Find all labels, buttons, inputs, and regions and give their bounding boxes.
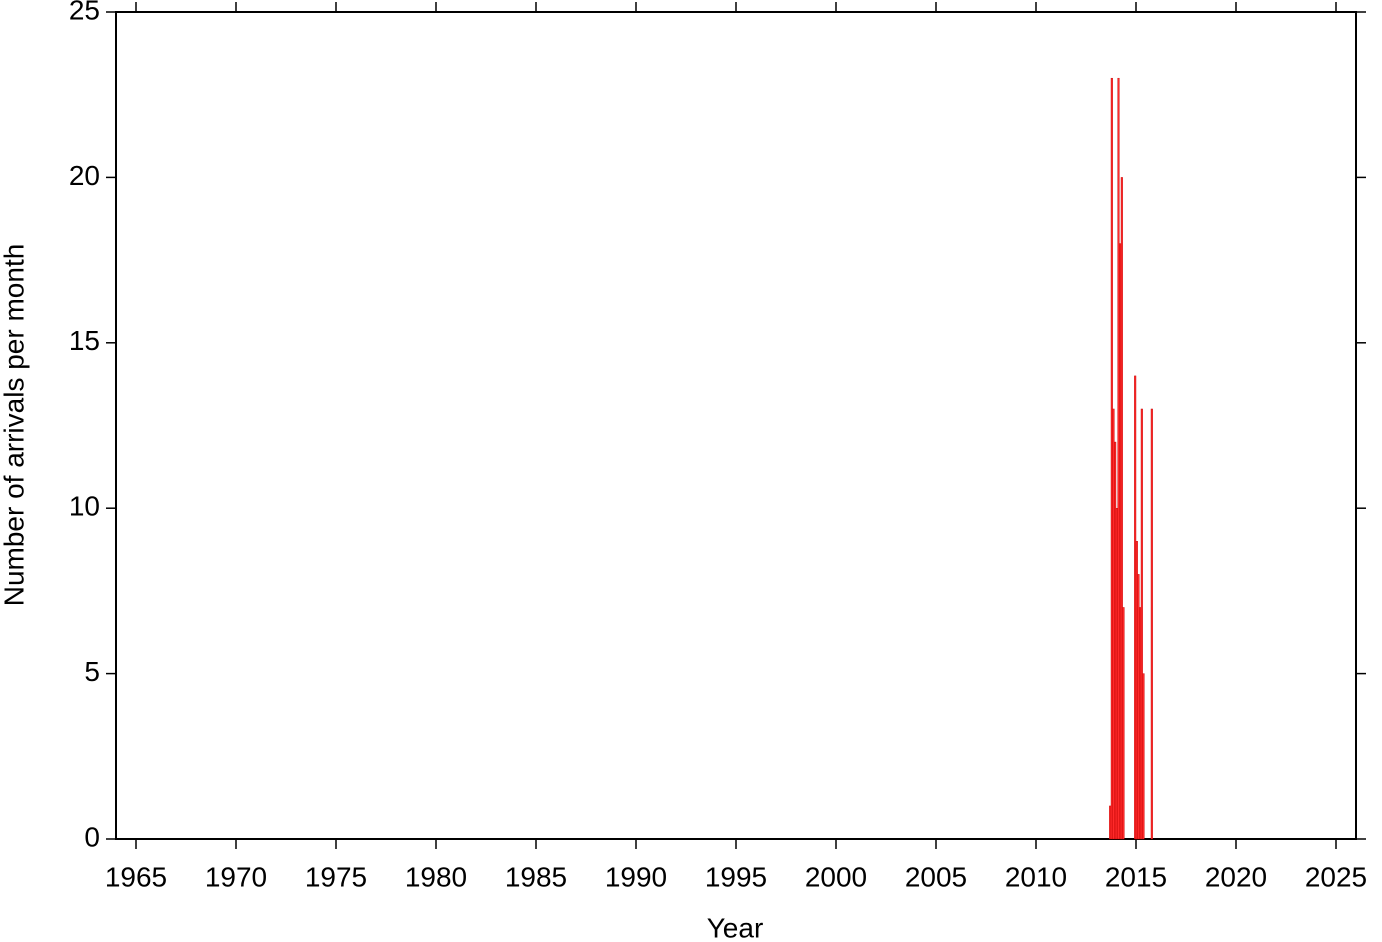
bar <box>1142 673 1145 840</box>
bar <box>1119 243 1122 840</box>
x-tick-label: 2010 <box>1005 861 1067 892</box>
bar <box>1120 177 1123 840</box>
x-tick-label: 1970 <box>205 861 267 892</box>
x-tick-label: 2005 <box>905 861 967 892</box>
y-tick-label: 25 <box>69 0 100 25</box>
bar <box>1110 77 1113 840</box>
bar <box>1150 408 1153 840</box>
bar <box>1114 441 1117 840</box>
y-tick-label: 15 <box>69 325 100 356</box>
y-tick-label: 0 <box>84 821 100 852</box>
x-tick-label: 2015 <box>1105 861 1167 892</box>
x-tick-label: 1975 <box>305 861 367 892</box>
x-tick-label: 2025 <box>1305 861 1367 892</box>
x-tick-label: 1995 <box>705 861 767 892</box>
bar <box>1134 375 1137 840</box>
bar <box>1135 541 1138 840</box>
x-tick-label: 2020 <box>1205 861 1267 892</box>
bar <box>1140 408 1143 840</box>
y-tick-label: 5 <box>84 656 100 687</box>
bar <box>1122 607 1125 840</box>
y-axis-label: Number of arrivals per month <box>0 244 29 607</box>
plot-frame <box>115 11 1357 840</box>
x-tick-label: 2000 <box>805 861 867 892</box>
x-tick-label: 1985 <box>505 861 567 892</box>
x-tick-label: 1965 <box>105 861 167 892</box>
x-tick-label: 1980 <box>405 861 467 892</box>
bar <box>1137 574 1140 840</box>
x-tick-label: 1990 <box>605 861 667 892</box>
bar <box>1139 607 1142 840</box>
bar <box>1115 508 1118 840</box>
x-axis-label: Year <box>707 912 764 942</box>
bar <box>1117 77 1120 840</box>
bar <box>1109 805 1112 840</box>
y-tick-label: 10 <box>69 491 100 522</box>
bar <box>1112 408 1115 840</box>
y-tick-label: 20 <box>69 160 100 191</box>
